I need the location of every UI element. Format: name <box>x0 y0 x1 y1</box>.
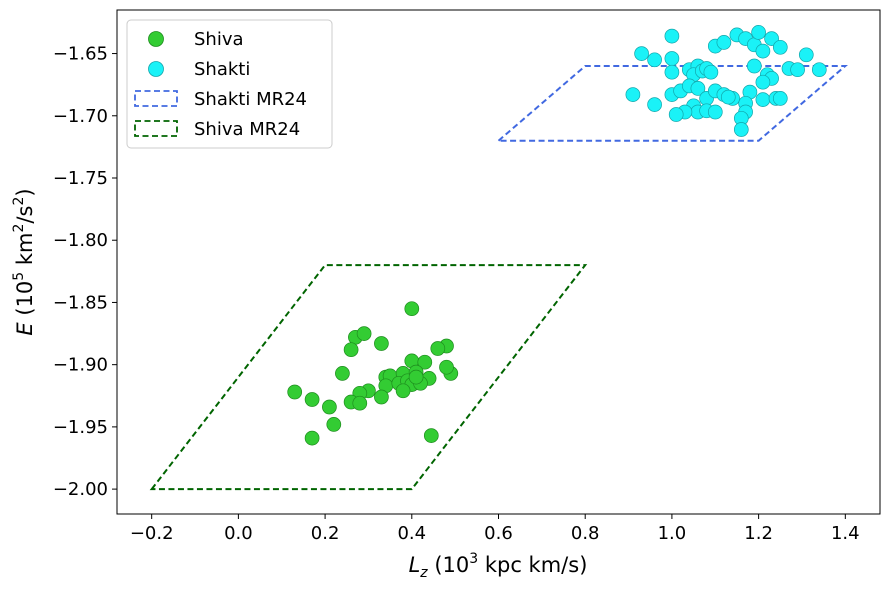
point-shiva-0 <box>404 301 420 317</box>
point-shiva-2 <box>356 326 372 341</box>
y-axis-label: E (105 km2/s2) <box>11 188 37 335</box>
point-shakti-19 <box>772 39 788 55</box>
y-tick-label-2: −1.90 <box>53 355 108 376</box>
point-shiva-6 <box>430 341 446 356</box>
point-shakti-0 <box>634 46 649 61</box>
point-shakti-18 <box>764 31 779 46</box>
y-tick-label-0: −2.00 <box>53 479 108 500</box>
point-shakti-41 <box>690 81 706 96</box>
point-shakti-4 <box>664 64 680 80</box>
point-shakti-21 <box>746 58 762 74</box>
point-shakti-33 <box>755 92 771 107</box>
point-shiva-3 <box>343 342 359 358</box>
legend: Shiva Shakti Shakti MR24 Shiva MR24 <box>126 19 333 149</box>
point-shakti-35 <box>772 91 788 106</box>
x-tick-label-7: 1.2 <box>744 523 773 544</box>
point-shakti-51 <box>707 104 723 120</box>
legend-label-shiva: Shiva <box>194 29 244 50</box>
point-shakti-17 <box>755 43 771 59</box>
point-shakti-26 <box>811 62 827 78</box>
point-shiva-26 <box>287 384 303 400</box>
point-shiva-9 <box>335 366 350 381</box>
point-shakti-52 <box>720 89 736 105</box>
x-tick-label-0: −0.2 <box>130 523 174 544</box>
legend-label-shakti-mr24: Shakti MR24 <box>194 89 307 110</box>
point-shiva-25 <box>374 389 389 405</box>
legend-label-shakti: Shakti <box>194 59 250 80</box>
point-shakti-37 <box>647 97 662 112</box>
axes: −0.2 0.0 0.2 0.4 0.6 0.8 1.0 1.2 1.4 −2.00 −1.95 −1… <box>53 9 881 544</box>
point-shakti-36 <box>625 87 641 102</box>
point-shiva-32 <box>304 430 320 446</box>
legend-marker-shakti <box>148 61 164 77</box>
point-shakti-20 <box>798 47 814 63</box>
point-shakti-10 <box>703 64 719 80</box>
y-tick-label-6: −1.70 <box>53 106 108 127</box>
point-shakti-25 <box>790 62 805 78</box>
x-tick-label-2: 0.2 <box>311 523 340 544</box>
x-tick-label-6: 1.0 <box>658 523 687 544</box>
point-shiva-33 <box>423 428 439 443</box>
y-tick-label-4: −1.80 <box>53 230 108 251</box>
legend-marker-shiva <box>148 31 164 47</box>
legend-label-shiva-mr24: Shiva MR24 <box>194 119 300 140</box>
plot-area <box>149 25 848 491</box>
point-shakti-12 <box>716 35 732 50</box>
point-shiva-16 <box>439 359 454 375</box>
y-tick-label-3: −1.85 <box>53 292 108 313</box>
point-shiva-30 <box>322 399 337 415</box>
point-shakti-3 <box>664 51 680 66</box>
point-shakti-2 <box>664 28 680 44</box>
x-axis-label: Lz (103 kpc km/s) <box>409 551 588 581</box>
region-shiva-mr24 <box>149 264 588 491</box>
point-shakti-32 <box>733 122 749 137</box>
region-shakti-mr24 <box>495 65 848 142</box>
point-shiva-22 <box>395 383 411 399</box>
y-tick-label-7: −1.65 <box>53 44 108 65</box>
y-tick-label-1: −1.95 <box>53 417 108 438</box>
point-shiva-34 <box>408 369 424 385</box>
plot-content <box>149 25 848 491</box>
point-shakti-27 <box>755 74 771 90</box>
point-shiva-4 <box>374 336 389 351</box>
x-tick-label-5: 0.8 <box>571 523 600 544</box>
point-shiva-29 <box>352 395 368 411</box>
x-tick-label-3: 0.4 <box>397 523 426 544</box>
point-shiva-27 <box>304 392 320 407</box>
legend-marker-shiva-mr24 <box>134 120 178 137</box>
x-tick-label-8: 1.4 <box>831 523 860 544</box>
point-shiva-31 <box>326 417 342 432</box>
x-tick-label-1: 0.0 <box>224 523 253 544</box>
point-shakti-1 <box>647 52 662 68</box>
legend-frame <box>126 19 333 149</box>
y-tick-label-5: −1.75 <box>53 168 108 189</box>
x-tick-label-4: 0.6 <box>484 523 513 544</box>
point-shakti-16 <box>751 25 766 40</box>
point-shiva-8 <box>417 354 433 370</box>
point-shakti-49 <box>668 107 684 122</box>
legend-marker-shakti-mr24 <box>134 90 178 107</box>
